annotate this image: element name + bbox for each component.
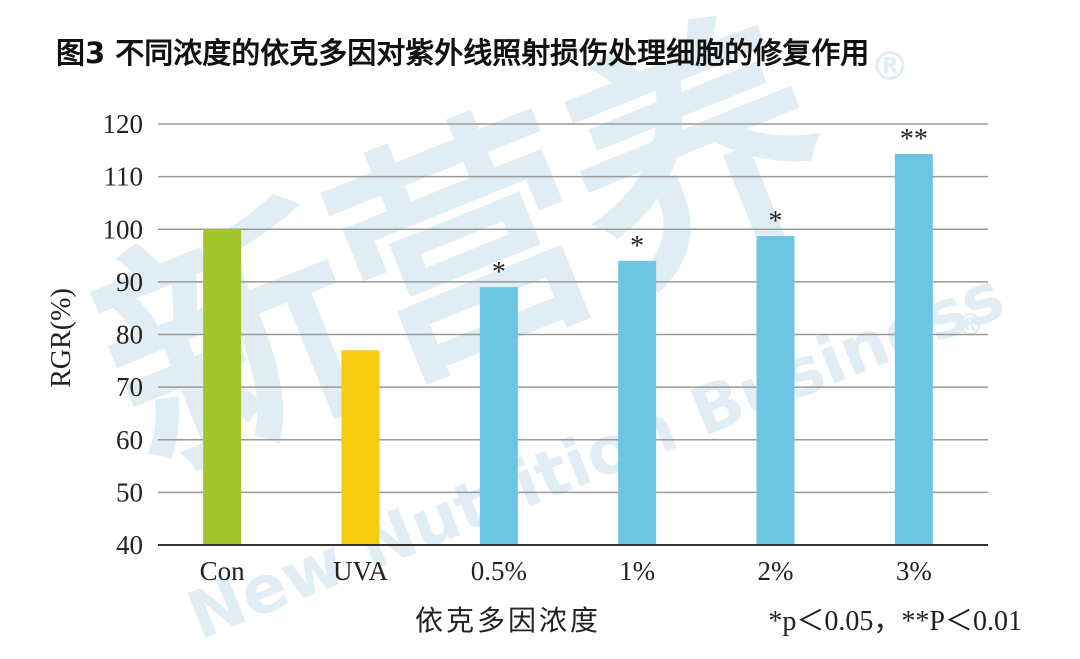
significance-mark: * bbox=[492, 257, 506, 288]
significance-labels: ***** bbox=[492, 124, 928, 288]
bar-0 bbox=[203, 229, 242, 545]
significance-mark: * bbox=[630, 231, 644, 262]
x-tick-label: 2% bbox=[758, 556, 794, 586]
y-axis-label: RGR(%) bbox=[46, 288, 77, 388]
y-tick-label: 110 bbox=[104, 162, 144, 192]
y-tick-label: 80 bbox=[116, 320, 143, 350]
watermark-registered-mark: ® bbox=[870, 44, 910, 90]
bars bbox=[203, 153, 933, 545]
y-tick-label: 70 bbox=[116, 372, 143, 402]
y-tick-label: 50 bbox=[116, 477, 143, 507]
bar-3 bbox=[618, 260, 657, 545]
x-tick-label: 1% bbox=[619, 556, 655, 586]
bar-1 bbox=[341, 350, 380, 545]
y-tick-label: 40 bbox=[116, 530, 143, 560]
x-axis-label: 依克多因浓度 bbox=[415, 605, 601, 637]
bar-4 bbox=[756, 236, 795, 545]
y-tick-label: 90 bbox=[116, 267, 143, 297]
y-tick-label: 120 bbox=[103, 109, 144, 139]
y-tick-labels: 40 50 60 70 80 90 100 110 120 bbox=[103, 109, 144, 560]
significance-mark: * bbox=[769, 206, 783, 237]
x-tick-label: 0.5% bbox=[471, 556, 527, 586]
y-tick-label: 60 bbox=[116, 425, 143, 455]
gridlines bbox=[158, 123, 988, 494]
significance-mark: ** bbox=[900, 124, 928, 155]
bar-5 bbox=[894, 153, 933, 545]
watermark-brand-cn: 新营养 bbox=[63, 0, 867, 525]
x-tick-label: 3% bbox=[896, 556, 932, 586]
significance-note: *p＜0.05，**P＜0.01 bbox=[768, 606, 1022, 637]
x-tick-label: Con bbox=[200, 556, 246, 586]
watermark-registered-mark-2: ® bbox=[955, 308, 985, 343]
x-tick-label: UVA bbox=[333, 556, 389, 586]
chart-title: 图3 不同浓度的依克多因对紫外线照射损伤处理细胞的修复作用 bbox=[56, 36, 869, 70]
x-tick-labels: Con UVA 0.5% 1% 2% 3% bbox=[200, 556, 932, 586]
y-tick-label: 100 bbox=[103, 214, 144, 244]
bar-2 bbox=[479, 287, 518, 545]
